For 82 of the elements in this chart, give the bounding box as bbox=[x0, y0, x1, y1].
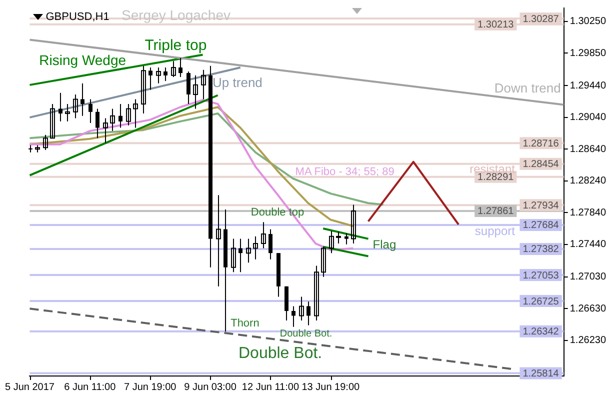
ref-line-label: 1.28716 bbox=[522, 138, 560, 150]
annotation: Up trend bbox=[212, 74, 262, 90]
candlestick bbox=[292, 306, 296, 328]
candlestick bbox=[344, 232, 348, 245]
ref-line-label: 1.27684 bbox=[522, 220, 560, 232]
ref-line-label: 1.27861 bbox=[478, 206, 514, 218]
annotation: Double Bot. bbox=[280, 328, 332, 340]
ref-line-label: 1.27934 bbox=[522, 200, 560, 212]
annotation: Triple top bbox=[144, 37, 207, 54]
candlestick bbox=[133, 98, 138, 128]
candlestick bbox=[88, 98, 92, 124]
annotation: Thorn bbox=[230, 318, 260, 330]
ref-line-label: 1.25814 bbox=[522, 368, 560, 380]
y-tick-label: 1.29040 bbox=[570, 112, 606, 124]
candlestick bbox=[238, 238, 242, 273]
annotation: Rising Wedge bbox=[39, 52, 126, 68]
y-tick-label: 1.29440 bbox=[570, 80, 606, 92]
y-tick-label: 1.26230 bbox=[570, 335, 606, 346]
ref-line-label: 1.28291 bbox=[478, 172, 514, 184]
candlestick bbox=[65, 103, 70, 122]
chart-title: GBPUSD,H1 bbox=[46, 11, 110, 24]
candlestick bbox=[246, 238, 251, 264]
candlestick bbox=[201, 69, 206, 100]
candlestick bbox=[103, 118, 108, 144]
candlestick bbox=[80, 82, 84, 116]
ref-line-label: 1.27053 bbox=[522, 270, 560, 282]
annotation: Sergey Logachev bbox=[122, 6, 230, 23]
y-tick-label: 1.27030 bbox=[570, 272, 606, 283]
candlestick bbox=[231, 238, 236, 273]
candlestick bbox=[96, 108, 100, 139]
candlestick bbox=[50, 103, 55, 139]
annotation: MA Fibo - 34; 55; 89 bbox=[295, 166, 394, 178]
ref-line-label: 1.27382 bbox=[522, 244, 560, 256]
candlestick bbox=[118, 103, 122, 128]
annotation: Double top bbox=[250, 206, 304, 219]
y-tick-label: 1.28240 bbox=[570, 176, 606, 187]
candlestick bbox=[164, 66, 168, 82]
annotation: support bbox=[474, 224, 516, 238]
candlestick bbox=[126, 103, 131, 126]
candlestick bbox=[216, 194, 221, 287]
ref-line-label: 1.26725 bbox=[522, 296, 560, 308]
candlestick bbox=[253, 236, 258, 260]
x-tick-label: 5 Jun 2017 bbox=[4, 382, 55, 393]
annotation: Double Bot. bbox=[238, 345, 322, 362]
candlestick bbox=[58, 92, 62, 122]
candlestick bbox=[156, 66, 161, 84]
y-tick-label: 1.28640 bbox=[570, 144, 606, 155]
ref-line-label: 1.26342 bbox=[522, 326, 560, 338]
candlestick bbox=[193, 74, 198, 110]
annotation: Flag bbox=[372, 237, 396, 252]
y-tick-label: 1.27840 bbox=[570, 207, 606, 218]
x-tick-label: 6 Jun 11:00 bbox=[64, 382, 116, 393]
x-tick-label: 9 Jun 03:00 bbox=[184, 382, 237, 393]
candlestick bbox=[336, 231, 341, 244]
candlestick bbox=[314, 265, 319, 321]
y-tick-label: 1.30250 bbox=[570, 16, 606, 28]
candlestick bbox=[178, 57, 182, 78]
candlestick bbox=[261, 222, 266, 249]
x-tick-label: 7 Jun 19:00 bbox=[124, 382, 177, 393]
candlestick bbox=[73, 94, 78, 119]
candlestick bbox=[171, 60, 176, 78]
candlestick bbox=[321, 246, 326, 278]
y-tick-label: 1.27440 bbox=[570, 239, 606, 250]
candlestick bbox=[299, 296, 304, 321]
x-tick-label: 12 Jun 11:00 bbox=[242, 382, 300, 393]
candlestick bbox=[186, 70, 190, 104]
annotation: Down trend bbox=[494, 80, 561, 96]
candlestick bbox=[351, 204, 356, 244]
ref-line-label: 1.28454 bbox=[522, 159, 560, 170]
candlestick bbox=[148, 66, 152, 90]
x-tick-label: 13 Jun 19:00 bbox=[302, 382, 360, 393]
candlestick bbox=[306, 300, 310, 326]
candlestick bbox=[28, 144, 32, 153]
candlestick bbox=[43, 134, 48, 150]
candlestick bbox=[268, 228, 272, 260]
ref-line-label: 1.30213 bbox=[478, 20, 514, 31]
y-tick-label: 1.29850 bbox=[570, 48, 606, 59]
y-tick-label: 1.26630 bbox=[570, 303, 606, 314]
candlestick bbox=[110, 108, 115, 132]
candlestick bbox=[329, 230, 334, 254]
ref-line-label: 1.30287 bbox=[522, 14, 560, 25]
candlestick bbox=[141, 65, 146, 114]
